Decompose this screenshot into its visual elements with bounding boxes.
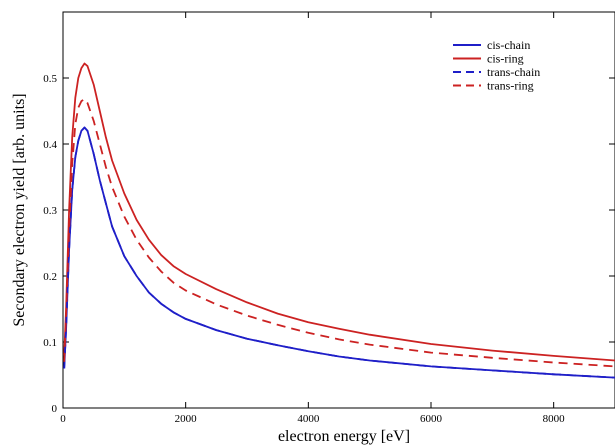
x-tick-label: 0	[60, 413, 66, 425]
y-tick-label: 0.1	[43, 337, 57, 349]
series-lines	[63, 62, 615, 379]
legend-label-cis-ring: cis-ring	[487, 52, 524, 66]
y-tick-label: 0	[52, 403, 58, 415]
legend-label-trans-ring: trans-ring	[487, 79, 534, 93]
x-axis-label: electron energy [eV]	[278, 428, 410, 445]
x-tick-label: 2000	[175, 413, 198, 425]
y-axis: 0 0.1 0.2 0.3 0.4 0.5	[43, 73, 615, 415]
y-tick-label: 0.3	[43, 205, 57, 217]
legend-label-cis-chain: cis-chain	[487, 38, 530, 52]
x-tick-label: 8000	[543, 413, 566, 425]
x-axis: 0 2000 4000 6000 8000	[60, 12, 565, 425]
legend-label-trans-chain: trans-chain	[487, 65, 540, 79]
y-tick-label: 0.4	[43, 139, 57, 151]
y-tick-label: 0.2	[43, 271, 57, 283]
y-tick-label: 0.5	[43, 73, 57, 85]
plot-area	[62, 11, 615, 409]
series-line-trans-chain	[63, 126, 615, 379]
y-axis-label: Secondary electron yield [arb. units]	[11, 93, 28, 326]
x-tick-label: 6000	[420, 413, 443, 425]
x-tick-label: 4000	[297, 413, 320, 425]
series-line-cis-ring	[63, 62, 615, 362]
